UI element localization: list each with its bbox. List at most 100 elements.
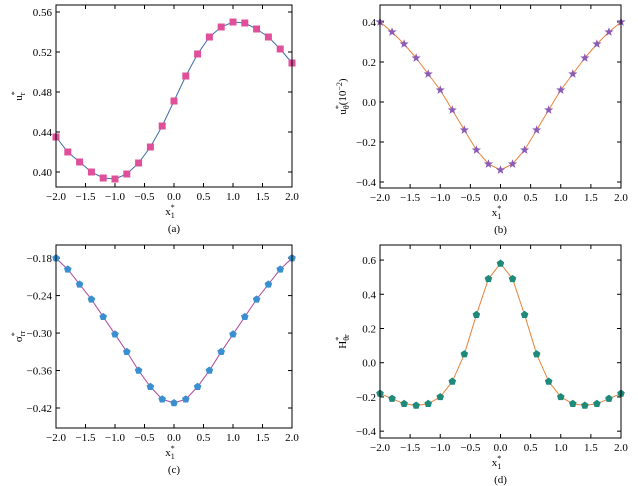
y-tick-label: −0.2 xyxy=(356,392,376,404)
marker xyxy=(400,399,408,408)
axis-label-part: 1 xyxy=(497,462,501,471)
caption: (a) xyxy=(168,223,181,235)
x-tick-label: −0.5 xyxy=(460,442,480,454)
marker xyxy=(412,401,420,409)
x-tick-label: 1.5 xyxy=(256,432,270,444)
axis-label-part: 1 xyxy=(171,211,175,220)
x-tick-label: −1.5 xyxy=(76,432,96,444)
marker xyxy=(99,174,107,182)
y-tick-label: 0.52 xyxy=(33,47,52,59)
marker xyxy=(182,72,190,80)
axis-label-part: θr xyxy=(342,334,351,341)
marker xyxy=(436,392,445,401)
marker xyxy=(135,159,143,167)
x-tick-label: −0.5 xyxy=(460,192,480,204)
marker xyxy=(459,125,469,134)
marker xyxy=(532,350,541,358)
marker xyxy=(182,395,190,403)
y-tick-label: 0.2 xyxy=(362,323,376,335)
marker xyxy=(569,399,577,408)
marker xyxy=(605,394,613,402)
marker xyxy=(264,280,273,288)
axis-label-part: u xyxy=(337,109,349,115)
y-tick-label: 0.40 xyxy=(33,167,53,179)
axis-label-part: r xyxy=(18,92,27,95)
axis-label-part: * xyxy=(10,91,19,95)
axis-label-part: u xyxy=(13,95,25,101)
axis-label-part: σ xyxy=(13,336,25,342)
data-line xyxy=(55,257,293,404)
caption: (d) xyxy=(494,474,507,486)
y-tick-label: 0.0 xyxy=(362,358,376,370)
axis-label-part: * xyxy=(334,337,343,341)
marker xyxy=(123,170,131,178)
marker xyxy=(484,274,493,283)
y-tick-label: −0.24 xyxy=(27,291,53,303)
axis-label-part: * xyxy=(171,444,175,453)
x-tick-label: 0.0 xyxy=(167,191,181,203)
marker xyxy=(593,399,601,408)
marker xyxy=(217,23,225,31)
axis-label-part: * xyxy=(497,204,501,213)
y-tick-label: 0.2 xyxy=(362,57,376,69)
marker xyxy=(423,69,433,78)
x-tick-label: 1.5 xyxy=(256,191,270,203)
y-tick-label: −0.42 xyxy=(27,403,52,415)
axis-label-part: x xyxy=(165,447,171,459)
marker xyxy=(252,295,261,303)
marker xyxy=(276,265,284,273)
x-tick-label: 2.0 xyxy=(614,192,628,204)
x-tick-label: −1.0 xyxy=(430,442,450,454)
y-tick-label: −0.18 xyxy=(27,253,53,265)
x-tick-label: −1.5 xyxy=(76,191,96,203)
axis-label-part: ) xyxy=(337,78,349,82)
marker xyxy=(229,18,237,26)
x-tick-label: −0.5 xyxy=(135,432,155,444)
marker xyxy=(508,274,517,283)
x-tick-label: −1.0 xyxy=(430,192,450,204)
data-line xyxy=(379,21,622,171)
marker xyxy=(241,312,249,321)
x-tick-label: 1.0 xyxy=(226,191,240,203)
marker xyxy=(99,312,107,321)
marker xyxy=(532,125,542,134)
marker xyxy=(146,143,154,151)
subplot: −2.0 −1.5 −1.0 −0.5 0.0 0.5 1.0 1.5 2.0 0.40 0.44 0… xyxy=(10,4,299,235)
marker xyxy=(64,265,72,273)
x-tick-label: −1.0 xyxy=(105,432,125,444)
marker xyxy=(507,159,518,168)
x-tick-label: −2.0 xyxy=(370,442,390,454)
marker xyxy=(399,39,409,48)
marker xyxy=(75,280,84,288)
axis-label-part: * xyxy=(10,332,19,336)
marker xyxy=(556,85,566,94)
axis-label-part: H xyxy=(337,341,349,349)
y-tick-label: 0.0 xyxy=(362,97,376,109)
x-tick-label: −1.5 xyxy=(400,442,420,454)
x-tick-label: 0.0 xyxy=(167,432,181,444)
y-tick-label: 0.48 xyxy=(33,87,53,99)
y-tick-label: 0.56 xyxy=(33,7,53,19)
axis-label-part: * xyxy=(334,105,343,109)
y-tick-label: −0.30 xyxy=(27,328,53,340)
x-tick-label: 2.0 xyxy=(285,432,299,444)
x-tick-label: 1.5 xyxy=(584,442,598,454)
axis-label: u*θ(10−2) xyxy=(334,78,351,115)
marker xyxy=(76,158,84,166)
marker xyxy=(111,330,119,338)
x-tick-label: −2.0 xyxy=(46,191,66,203)
marker xyxy=(471,145,481,154)
axis-label-part: 1 xyxy=(171,452,175,461)
plot-frame xyxy=(379,4,622,189)
marker xyxy=(495,165,506,174)
marker xyxy=(87,295,96,303)
marker xyxy=(158,395,166,403)
marker xyxy=(424,399,432,408)
axis-label-part: −2 xyxy=(335,82,344,91)
marker xyxy=(170,399,178,407)
axis-label-part: rr xyxy=(18,331,27,337)
marker xyxy=(241,19,249,27)
axis-label-part: θ xyxy=(342,105,351,109)
marker xyxy=(264,33,272,41)
axis-label: x* 1 xyxy=(492,454,502,471)
